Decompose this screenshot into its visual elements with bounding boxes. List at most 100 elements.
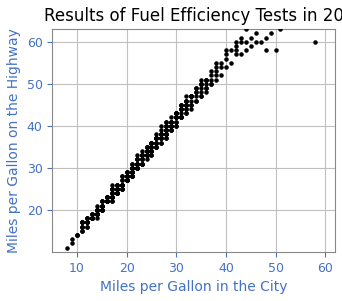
Point — [263, 48, 268, 53]
Point — [163, 132, 169, 137]
Point — [163, 119, 169, 124]
Point — [94, 216, 100, 221]
Point — [94, 212, 100, 216]
Point — [149, 149, 154, 154]
Point — [149, 144, 154, 149]
Point — [119, 182, 124, 187]
Point — [99, 203, 105, 208]
Point — [173, 115, 179, 120]
Point — [109, 191, 115, 195]
Point — [223, 56, 229, 61]
Point — [144, 149, 149, 154]
Point — [223, 65, 229, 70]
Point — [149, 153, 154, 158]
Point — [74, 233, 80, 237]
Point — [129, 166, 134, 170]
Point — [84, 216, 90, 221]
Point — [208, 77, 214, 82]
Point — [109, 195, 115, 200]
Point — [129, 174, 134, 178]
Point — [173, 123, 179, 128]
Point — [149, 153, 154, 158]
Point — [144, 153, 149, 158]
Point — [129, 174, 134, 178]
Point — [119, 186, 124, 191]
Point — [79, 228, 85, 233]
Point — [89, 216, 95, 221]
Point — [109, 199, 115, 204]
Point — [124, 178, 129, 183]
Point — [154, 144, 159, 149]
Point — [119, 182, 124, 187]
Point — [144, 153, 149, 158]
Point — [179, 102, 184, 107]
Point — [134, 161, 139, 166]
Point — [129, 166, 134, 170]
Point — [163, 128, 169, 132]
Point — [99, 203, 105, 208]
Point — [84, 216, 90, 221]
Point — [114, 191, 119, 195]
Point — [89, 212, 95, 216]
Point — [169, 119, 174, 124]
Point — [129, 169, 134, 174]
Point — [114, 186, 119, 191]
Point — [124, 178, 129, 183]
Point — [203, 77, 209, 82]
Point — [144, 149, 149, 154]
Point — [179, 115, 184, 120]
Point — [163, 123, 169, 128]
Point — [268, 0, 273, 2]
Point — [159, 132, 164, 137]
Point — [293, 14, 298, 19]
Point — [278, 27, 283, 32]
Point — [109, 195, 115, 200]
Point — [79, 228, 85, 233]
Point — [149, 149, 154, 154]
Point — [163, 132, 169, 137]
Point — [129, 166, 134, 170]
Point — [109, 195, 115, 200]
Point — [208, 82, 214, 86]
Point — [109, 191, 115, 195]
Point — [218, 73, 224, 78]
Point — [213, 65, 219, 70]
Point — [169, 115, 174, 120]
Point — [163, 132, 169, 137]
Point — [109, 186, 115, 191]
Point — [114, 191, 119, 195]
Point — [124, 178, 129, 183]
Point — [173, 111, 179, 116]
Point — [119, 182, 124, 187]
Point — [163, 132, 169, 137]
Point — [169, 119, 174, 124]
Point — [173, 111, 179, 116]
Point — [89, 212, 95, 216]
Point — [124, 169, 129, 174]
Point — [99, 199, 105, 204]
Point — [198, 82, 204, 86]
Point — [119, 174, 124, 178]
Point — [154, 136, 159, 141]
Point — [94, 212, 100, 216]
Point — [144, 149, 149, 154]
Point — [84, 220, 90, 225]
Point — [193, 90, 199, 95]
Point — [129, 169, 134, 174]
Point — [99, 207, 105, 212]
Point — [84, 220, 90, 225]
Point — [159, 136, 164, 141]
Point — [183, 98, 189, 103]
Point — [74, 233, 80, 237]
Point — [114, 186, 119, 191]
Point — [134, 161, 139, 166]
Point — [149, 144, 154, 149]
Point — [134, 166, 139, 170]
Point — [114, 186, 119, 191]
Point — [208, 69, 214, 74]
Point — [139, 149, 144, 154]
Point — [238, 52, 244, 57]
Point — [203, 86, 209, 91]
Point — [263, 2, 268, 7]
Point — [129, 166, 134, 170]
